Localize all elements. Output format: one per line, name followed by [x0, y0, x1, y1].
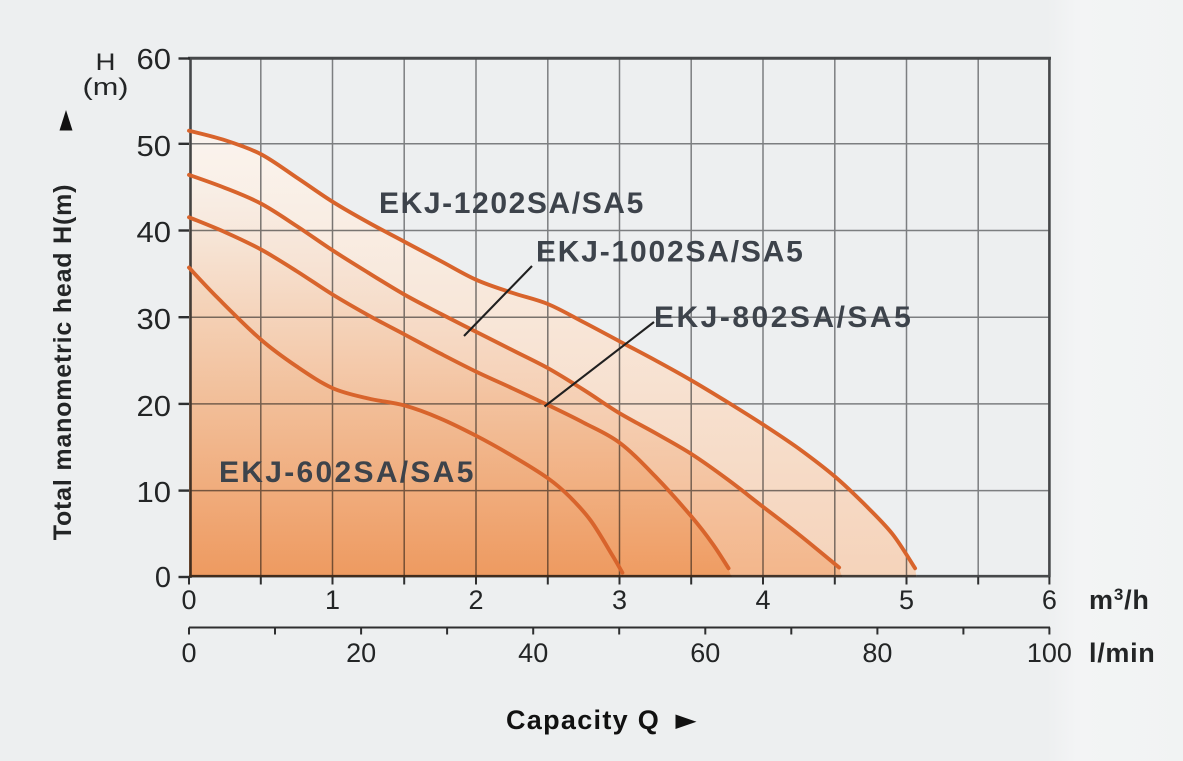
svg-text:EKJ-802SA/SA5: EKJ-802SA/SA5 — [654, 301, 913, 334]
svg-text:EKJ-1002SA/SA5: EKJ-1002SA/SA5 — [536, 236, 805, 269]
svg-text:80: 80 — [862, 638, 892, 668]
svg-text:0: 0 — [181, 585, 196, 615]
svg-text:2: 2 — [468, 585, 483, 615]
svg-text:1: 1 — [325, 585, 340, 615]
svg-text:0: 0 — [181, 638, 196, 668]
svg-text:4: 4 — [755, 585, 770, 615]
svg-text:5: 5 — [899, 585, 914, 615]
svg-text:50: 50 — [137, 131, 172, 163]
svg-text:60: 60 — [137, 44, 172, 76]
svg-text:100: 100 — [1027, 638, 1072, 668]
svg-text:l/min: l/min — [1089, 638, 1156, 668]
svg-text:EKJ-602SA/SA5: EKJ-602SA/SA5 — [219, 456, 476, 489]
svg-text:3: 3 — [612, 585, 627, 615]
svg-text:10: 10 — [137, 477, 172, 509]
svg-text:Total manometric head H(m): Total manometric head H(m) — [49, 184, 77, 541]
svg-text:6: 6 — [1042, 585, 1057, 615]
svg-text:Capacity Q: Capacity Q — [506, 705, 660, 735]
svg-text:40: 40 — [518, 638, 548, 668]
svg-text:30: 30 — [137, 304, 172, 336]
svg-text:40: 40 — [137, 217, 172, 249]
svg-text:H: H — [96, 49, 116, 76]
svg-text:20: 20 — [346, 638, 376, 668]
svg-text:EKJ-1202SA/SA5: EKJ-1202SA/SA5 — [379, 187, 645, 220]
svg-text:20: 20 — [137, 391, 172, 423]
svg-text:60: 60 — [690, 638, 720, 668]
svg-text:0: 0 — [155, 562, 171, 594]
svg-text:(m): (m) — [83, 74, 129, 101]
